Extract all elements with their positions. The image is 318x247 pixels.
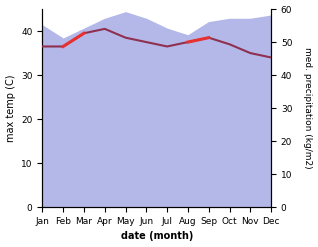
Y-axis label: max temp (C): max temp (C) [5,74,16,142]
X-axis label: date (month): date (month) [121,231,193,242]
Y-axis label: med. precipitation (kg/m2): med. precipitation (kg/m2) [303,47,313,169]
